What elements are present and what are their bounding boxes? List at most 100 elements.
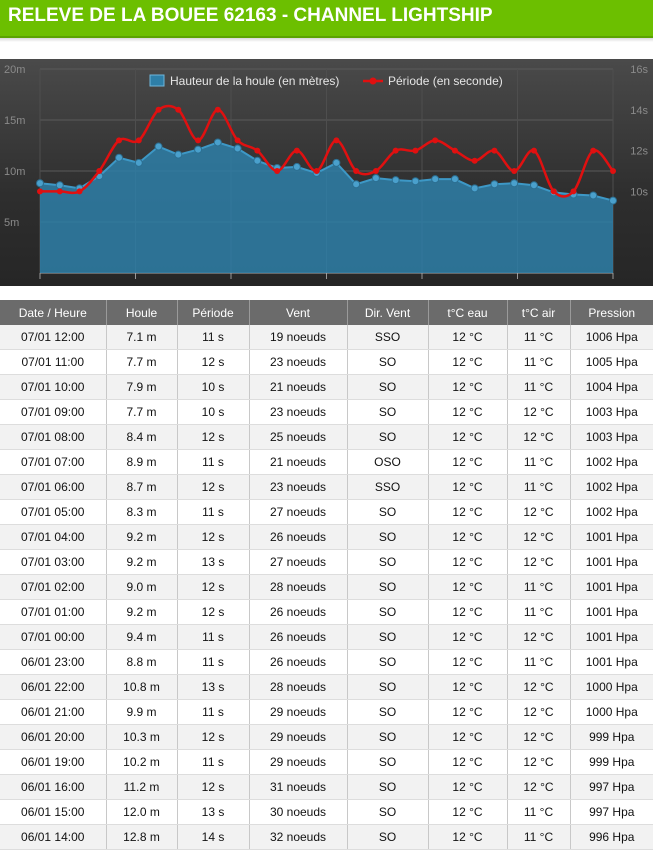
- period-point: [135, 137, 142, 144]
- legend-label-period: Période (en seconde): [388, 74, 503, 88]
- table-cell: SO: [347, 549, 429, 575]
- column-header: Date / Heure: [0, 300, 107, 325]
- swell-height-point: [36, 179, 44, 188]
- table-cell: 12 °C: [428, 799, 508, 825]
- swell-height-point: [411, 177, 420, 186]
- table-cell: 13 s: [177, 549, 250, 575]
- table-cell: 1003 Hpa: [570, 424, 653, 450]
- period-point: [412, 147, 419, 154]
- table-cell: 23 noeuds: [249, 474, 348, 500]
- table-cell: 06/01 22:00: [0, 674, 107, 700]
- table-cell: SO: [347, 824, 429, 850]
- period-point: [155, 106, 162, 113]
- table-cell: 11 s: [177, 649, 250, 675]
- period-point: [392, 147, 399, 154]
- table-row: 07/01 06:00 8.7 m 12 s 23 noeuds SSO 12 °C 11 …: [0, 474, 653, 500]
- period-point: [570, 188, 577, 195]
- table-row: 07/01 12:00 7.1 m 11 s 19 noeuds SSO 12 °C 11 …: [0, 325, 653, 350]
- table-cell: 10 s: [177, 374, 250, 400]
- table-cell: 10.2 m: [106, 749, 178, 775]
- table-cell: 32 noeuds: [249, 824, 348, 850]
- table-cell: 21 noeuds: [249, 449, 348, 475]
- table-cell: 12 °C: [428, 824, 508, 850]
- table-row: 07/01 10:00 7.9 m 10 s 21 noeuds SO 12 °C 11 °…: [0, 374, 653, 400]
- table-cell: 07/01 12:00: [0, 325, 107, 350]
- table-row: 06/01 21:00 9.9 m 11 s 29 noeuds SO 12 °C 12 °…: [0, 699, 653, 725]
- swell-height-point: [450, 175, 459, 184]
- swell-height-point: [55, 181, 64, 190]
- y-right-tick-label: 10s: [630, 186, 648, 198]
- swell-height-point: [391, 176, 400, 185]
- swell-height-point: [470, 184, 479, 193]
- table-cell: 8.4 m: [106, 424, 178, 450]
- table-cell: 10.3 m: [106, 724, 178, 750]
- column-header: t°C air: [507, 300, 571, 325]
- table-cell: 07/01 08:00: [0, 424, 107, 450]
- period-point: [234, 137, 241, 144]
- table-cell: 12 s: [177, 599, 250, 625]
- table-cell: 26 noeuds: [249, 624, 348, 650]
- table-row: 06/01 22:00 10.8 m 13 s 28 noeuds SO 12 °C 12 …: [0, 674, 653, 700]
- period-point: [491, 147, 498, 154]
- table-cell: 28 noeuds: [249, 574, 348, 600]
- table-cell: 12 s: [177, 774, 250, 800]
- table-cell: 9.2 m: [106, 549, 178, 575]
- table-cell: 13 s: [177, 674, 250, 700]
- table-cell: 1006 Hpa: [570, 325, 653, 350]
- table-cell: 26 noeuds: [249, 649, 348, 675]
- table-cell: 8.7 m: [106, 474, 178, 500]
- table-cell: 11.2 m: [106, 774, 178, 800]
- table-cell: 12 °C: [428, 699, 508, 725]
- table-cell: 12.0 m: [106, 799, 178, 825]
- table-cell: 9.0 m: [106, 574, 178, 600]
- period-point: [116, 137, 123, 144]
- table-cell: 31 noeuds: [249, 774, 348, 800]
- swell-height-point: [529, 181, 538, 190]
- table-cell: 14 s: [177, 824, 250, 850]
- table-cell: 7.9 m: [106, 374, 178, 400]
- table-cell: 9.4 m: [106, 624, 178, 650]
- table-row: 07/01 00:00 9.4 m 11 s 26 noeuds SO 12 °C 12 °…: [0, 624, 653, 650]
- table-cell: SO: [347, 524, 429, 550]
- table-cell: 12 °C: [428, 524, 508, 550]
- table-cell: 997 Hpa: [570, 799, 653, 825]
- table-cell: 996 Hpa: [570, 824, 653, 850]
- swell-height-point: [490, 180, 499, 189]
- table-row: 07/01 03:00 9.2 m 13 s 27 noeuds SO 12 °C 12 °…: [0, 549, 653, 575]
- swell-height-point: [174, 150, 183, 159]
- column-header: t°C eau: [428, 300, 508, 325]
- table-row: 06/01 19:00 10.2 m 11 s 29 noeuds SO 12 °C 12 …: [0, 749, 653, 775]
- table-cell: 11 °C: [507, 824, 571, 850]
- table-cell: 11 s: [177, 325, 250, 350]
- table-cell: 999 Hpa: [570, 749, 653, 775]
- y-right-tick-label: 16s: [630, 64, 648, 76]
- table-cell: 07/01 03:00: [0, 549, 107, 575]
- table-cell: 1000 Hpa: [570, 674, 653, 700]
- table-cell: 12 s: [177, 524, 250, 550]
- table-cell: 12 s: [177, 724, 250, 750]
- column-header: Vent: [249, 300, 348, 325]
- table-body: 07/01 12:00 7.1 m 11 s 19 noeuds SSO 12 °C 11 …: [0, 325, 653, 850]
- period-point: [76, 188, 83, 195]
- table-row: 07/01 01:00 9.2 m 12 s 26 noeuds SO 12 °C 11 °…: [0, 599, 653, 625]
- table-header-row: Date / Heure Houle Période Vent Dir. Vent t°C…: [0, 300, 653, 325]
- table-cell: SO: [347, 599, 429, 625]
- table-cell: 1001 Hpa: [570, 649, 653, 675]
- table-cell: 7.7 m: [106, 399, 178, 425]
- chart-legend[interactable]: Hauteur de la houle (en mètres) Période (…: [149, 74, 503, 88]
- table-cell: 29 noeuds: [249, 724, 348, 750]
- page-title: RELEVE DE LA BOUEE 62163 - CHANNEL LIGHT…: [0, 0, 653, 38]
- table-cell: 25 noeuds: [249, 424, 348, 450]
- table-cell: 30 noeuds: [249, 799, 348, 825]
- table-cell: 11 °C: [507, 599, 571, 625]
- swell-height-area: [40, 142, 613, 273]
- swell-height-point: [253, 156, 262, 165]
- y-left-tick-label: 15m: [4, 115, 25, 127]
- period-point: [372, 168, 379, 174]
- table-cell: 06/01 14:00: [0, 824, 107, 850]
- table-cell: 9.2 m: [106, 524, 178, 550]
- table-cell: SSO: [347, 325, 429, 350]
- period-point: [214, 106, 221, 113]
- table-cell: 11 °C: [507, 449, 571, 475]
- table-cell: 27 noeuds: [249, 549, 348, 575]
